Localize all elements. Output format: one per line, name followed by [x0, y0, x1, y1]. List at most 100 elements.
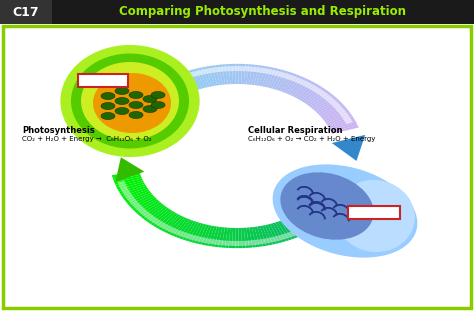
Polygon shape [163, 80, 181, 97]
Polygon shape [241, 228, 246, 248]
Polygon shape [301, 210, 321, 227]
Polygon shape [209, 66, 218, 86]
Polygon shape [262, 67, 272, 87]
Polygon shape [278, 221, 292, 240]
Polygon shape [155, 84, 174, 101]
Ellipse shape [115, 87, 129, 95]
Polygon shape [262, 239, 267, 244]
Ellipse shape [151, 101, 165, 109]
Polygon shape [151, 209, 172, 226]
Polygon shape [112, 171, 140, 178]
Polygon shape [130, 196, 155, 209]
Polygon shape [125, 110, 151, 122]
Polygon shape [142, 211, 150, 217]
Polygon shape [120, 116, 147, 127]
Polygon shape [284, 75, 300, 93]
Polygon shape [334, 202, 342, 207]
Polygon shape [120, 186, 128, 190]
Polygon shape [326, 187, 352, 198]
Bar [0, 0, 52, 24]
Polygon shape [137, 201, 160, 215]
Polygon shape [185, 222, 199, 241]
Polygon shape [168, 77, 185, 95]
Polygon shape [264, 68, 269, 74]
Polygon shape [136, 101, 143, 106]
Polygon shape [159, 84, 167, 89]
Polygon shape [189, 70, 202, 89]
Polygon shape [272, 70, 285, 89]
Polygon shape [252, 227, 259, 247]
Polygon shape [198, 225, 209, 244]
Polygon shape [145, 91, 167, 106]
Polygon shape [331, 125, 359, 134]
Polygon shape [115, 157, 145, 182]
Polygon shape [152, 86, 173, 102]
Polygon shape [127, 108, 152, 120]
Polygon shape [197, 236, 203, 242]
Polygon shape [130, 104, 155, 117]
Polygon shape [327, 116, 354, 127]
Polygon shape [290, 231, 296, 236]
Ellipse shape [71, 53, 189, 148]
Polygon shape [148, 91, 155, 96]
Polygon shape [281, 72, 287, 78]
Polygon shape [254, 65, 262, 86]
Polygon shape [303, 87, 325, 104]
Polygon shape [175, 230, 182, 236]
Polygon shape [142, 92, 165, 108]
Polygon shape [199, 67, 210, 87]
Polygon shape [182, 221, 196, 240]
Polygon shape [123, 112, 149, 123]
Polygon shape [332, 135, 365, 161]
Polygon shape [301, 80, 308, 86]
Polygon shape [309, 92, 332, 108]
Polygon shape [190, 72, 195, 77]
Polygon shape [286, 76, 303, 94]
Polygon shape [205, 226, 214, 246]
Polygon shape [330, 101, 338, 106]
Polygon shape [135, 199, 158, 213]
Polygon shape [179, 231, 185, 237]
Polygon shape [119, 184, 146, 194]
Polygon shape [307, 83, 314, 89]
Polygon shape [201, 237, 206, 243]
Polygon shape [148, 208, 170, 224]
FancyBboxPatch shape [78, 74, 128, 87]
Polygon shape [115, 125, 143, 134]
Ellipse shape [143, 95, 157, 103]
Polygon shape [177, 73, 192, 92]
Polygon shape [243, 241, 247, 246]
Polygon shape [227, 66, 231, 71]
Polygon shape [118, 121, 145, 130]
Polygon shape [244, 64, 249, 84]
Polygon shape [122, 118, 130, 122]
Polygon shape [146, 93, 153, 98]
Polygon shape [285, 218, 301, 237]
Polygon shape [323, 94, 331, 100]
Polygon shape [294, 214, 313, 232]
Polygon shape [171, 76, 188, 94]
Polygon shape [251, 240, 255, 245]
Ellipse shape [335, 180, 415, 252]
Polygon shape [300, 227, 307, 232]
Polygon shape [123, 191, 131, 196]
Polygon shape [345, 120, 353, 124]
Polygon shape [255, 226, 263, 247]
Polygon shape [121, 188, 129, 193]
Polygon shape [325, 96, 333, 102]
Polygon shape [267, 68, 279, 88]
Polygon shape [249, 227, 256, 248]
Polygon shape [215, 227, 222, 247]
Polygon shape [276, 235, 282, 241]
Polygon shape [274, 71, 288, 90]
Polygon shape [119, 123, 127, 127]
Polygon shape [239, 241, 244, 246]
Polygon shape [140, 94, 163, 109]
Polygon shape [314, 201, 337, 215]
Text: Photosynthesis: Photosynthesis [22, 126, 95, 135]
Polygon shape [256, 67, 262, 73]
Polygon shape [315, 89, 322, 94]
Polygon shape [159, 222, 166, 228]
Polygon shape [156, 86, 164, 91]
Polygon shape [204, 68, 210, 74]
